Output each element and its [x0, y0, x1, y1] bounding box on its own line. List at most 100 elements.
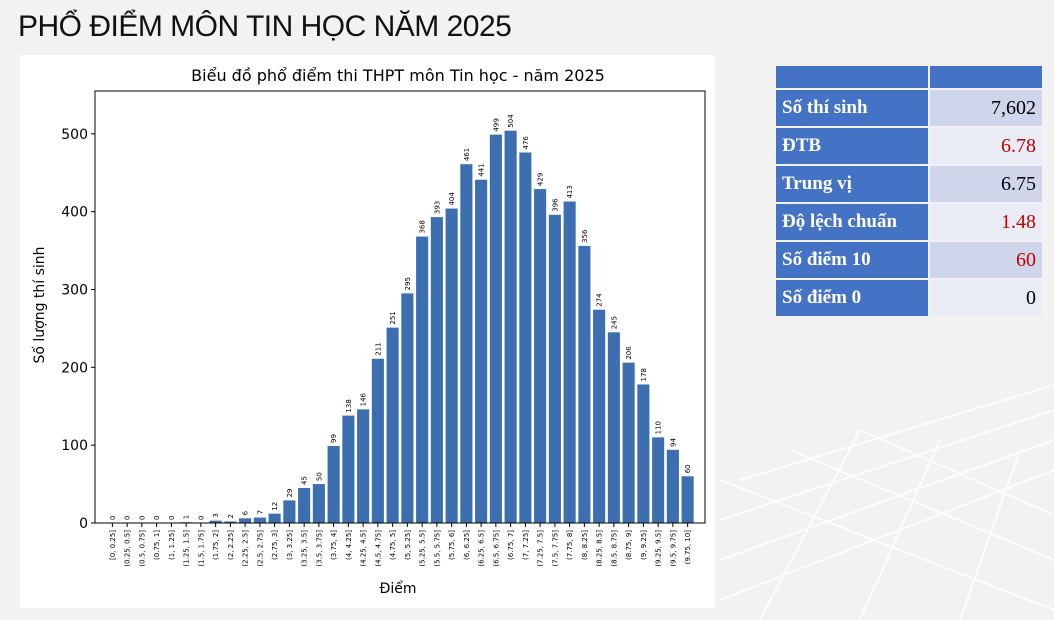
bar [548, 214, 561, 524]
x-tick-label: (7.25, 7.5] [537, 530, 545, 567]
x-tick-label: (9.25, 9.5] [655, 530, 663, 567]
bar-value-label: 0 [168, 516, 176, 520]
bar-value-label: 45 [301, 476, 309, 485]
stats-value: 6.78 [930, 128, 1042, 164]
stats-label: Số thí sinh [776, 90, 928, 126]
x-tick-label: (1, 1.25] [168, 530, 176, 560]
x-tick-label: (1.5, 1.75] [197, 530, 205, 567]
y-axis-label: Số lượng thí sinh [31, 246, 48, 363]
bar [298, 487, 311, 523]
bar-value-label: 12 [271, 502, 279, 511]
bars-group: 0 0 0 0 0 1 0 3 2 6 7 12 29 45 50 99 138 146 211 251 295 368 3… [109, 114, 694, 524]
bar [460, 164, 473, 523]
stats-value: 0 [930, 280, 1042, 316]
x-tick-label: (0.75, 1] [153, 530, 161, 560]
bar-value-label: 429 [537, 173, 545, 186]
x-tick-label: (4.75, 5] [389, 530, 397, 560]
bar [342, 415, 355, 523]
stats-header-cell [776, 66, 928, 88]
x-tick-label: (8, 8.25] [581, 530, 589, 560]
bar-value-label: 50 [315, 472, 323, 481]
stats-row: ĐTB 6.78 [776, 128, 1042, 164]
bar-value-label: 3 [212, 513, 220, 517]
bar-value-label: 0 [109, 516, 117, 520]
x-tick-label: (4.25, 4.5] [360, 530, 368, 567]
x-tick-label: (6.5, 6.75] [492, 530, 500, 567]
y-tick-label: 100 [61, 438, 88, 454]
bar-value-label: 206 [625, 346, 633, 360]
stats-row: Số thí sinh 7,602 [776, 90, 1042, 126]
bar [312, 484, 325, 523]
stats-label: Độ lệch chuẩn [776, 204, 928, 240]
stats-value: 1.48 [930, 204, 1042, 240]
x-tick-label: (2.5, 2.75] [256, 530, 264, 567]
bar [607, 332, 620, 523]
x-tick-label: (3.25, 3.5] [301, 530, 309, 567]
bar [416, 236, 429, 523]
x-tick-label: (5.75, 6] [448, 530, 456, 560]
stats-row: Trung vị 6.75 [776, 166, 1042, 202]
chart-panel: Biểu đồ phổ điểm thi THPT môn Tin học - … [20, 55, 715, 608]
bar [253, 517, 266, 523]
stats-value: 6.75 [930, 166, 1042, 202]
bar [563, 201, 576, 523]
bar-value-label: 94 [669, 437, 677, 446]
x-tick-label: (9.75, 10] [684, 530, 692, 565]
bar-value-label: 461 [463, 148, 471, 161]
y-tick-label: 200 [61, 360, 88, 376]
bar [239, 518, 252, 523]
x-tick-label: (3.5, 3.75] [315, 530, 323, 567]
bar-value-label: 274 [596, 293, 604, 307]
x-tick-label: (3, 3.25] [286, 530, 294, 560]
x-tick-label: (7, 7.25] [522, 530, 530, 560]
bar [475, 179, 488, 523]
bar-value-label: 251 [389, 311, 397, 324]
x-tick-label: (8.25, 8.5] [596, 530, 604, 567]
x-tick-label: (7.75, 8] [566, 530, 574, 560]
bar-value-label: 110 [655, 421, 663, 434]
bar [371, 358, 384, 523]
bar-value-label: 60 [684, 464, 692, 473]
bar-value-label: 404 [448, 192, 456, 206]
bar [224, 521, 237, 523]
x-tick-label: (3.75, 4] [330, 530, 338, 560]
bar [652, 437, 665, 523]
bar-value-label: 178 [640, 368, 648, 381]
x-tick-label: (2, 2.25] [227, 530, 235, 560]
chart-title: Biểu đồ phổ điểm thi THPT môn Tin học - … [191, 66, 605, 85]
bar-value-label: 476 [522, 136, 530, 150]
x-tick-label: (4, 4.25] [345, 530, 353, 560]
bar [666, 449, 679, 523]
bar-value-label: 0 [124, 516, 132, 520]
bar [386, 327, 399, 523]
bar-value-label: 504 [507, 114, 515, 128]
bar [283, 500, 296, 523]
x-tick-label: (1.75, 2] [212, 530, 220, 560]
x-tick-label: (5, 5.25] [404, 530, 412, 560]
x-tick-label: (9, 9.25] [640, 530, 648, 560]
bar-value-label: 6 [242, 510, 250, 515]
stats-label: ĐTB [776, 128, 928, 164]
bar-value-label: 2 [227, 514, 235, 518]
x-tick-label: (1.25, 1.5] [183, 530, 191, 567]
x-axis: [0, 0.25] (0.25, 0.5] (0.5, 0.75] (0.75, 1]… [109, 523, 692, 567]
stats-header-row [776, 66, 1042, 88]
bar [209, 520, 222, 523]
x-tick-label: (0.25, 0.5] [124, 530, 132, 567]
bar-value-label: 99 [330, 434, 338, 443]
bar [578, 245, 591, 524]
bar [268, 513, 281, 523]
x-tick-label: (6.25, 6.5] [478, 530, 486, 567]
x-tick-label: (2.75, 3] [271, 530, 279, 560]
x-tick-label: (9.5, 9.75] [669, 530, 677, 567]
stats-row: Số điểm 10 60 [776, 242, 1042, 278]
bar [489, 134, 502, 524]
y-tick-label: 0 [79, 516, 88, 532]
bar [327, 445, 340, 523]
stats-row: Số điểm 0 0 [776, 280, 1042, 316]
y-tick-label: 400 [61, 205, 88, 221]
stats-label: Trung vị [776, 166, 928, 202]
bar-value-label: 499 [492, 118, 500, 131]
bar-value-label: 29 [286, 489, 294, 498]
